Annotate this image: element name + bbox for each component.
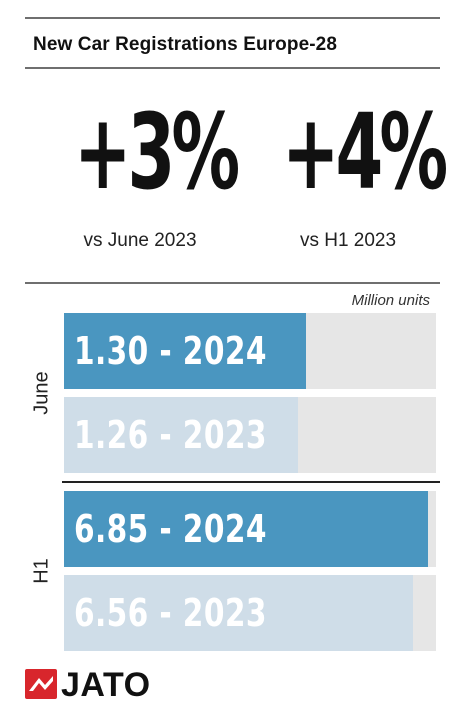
stat-june-label: vs June 2023	[83, 230, 197, 251]
stat-h1-value: +4%	[282, 91, 448, 213]
bar-h1-2024-label: 6.85 - 2024	[74, 507, 267, 551]
bar-h1-2024: 6.85 - 2024	[64, 491, 436, 567]
bar-h1-2023-fill	[64, 575, 413, 651]
unit-label: Million units	[351, 292, 430, 309]
bar-june-2024-label: 1.30 - 2024	[74, 329, 267, 373]
bar-june-2023-label: 1.26 - 2023	[74, 413, 267, 457]
stats-rule	[25, 282, 440, 284]
title-rule	[25, 67, 440, 69]
stat-h1-label: vs H1 2023	[299, 230, 397, 251]
bar-june-2023-fill	[64, 397, 299, 473]
bar-june-2023: 1.26 - 2023	[64, 397, 436, 473]
jato-mark-icon	[25, 669, 57, 699]
bar-h1-2024-fill	[64, 491, 429, 567]
group-label-h1-text: H1	[30, 558, 53, 584]
stat-june: +3% vs June 2023	[40, 92, 240, 252]
top-rule	[25, 17, 440, 19]
bar-h1-2023-label: 6.56 - 2023	[74, 591, 267, 635]
stat-h1: +4% vs H1 2023	[248, 92, 448, 252]
group-label-june-text: June	[30, 371, 53, 415]
stat-june-value: +3%	[74, 91, 240, 213]
bar-june-2024-fill	[64, 313, 306, 389]
chart-title: New Car Registrations Europe-28	[33, 34, 338, 55]
group-divider	[62, 481, 440, 483]
bar-june-2024: 1.30 - 2024	[64, 313, 436, 389]
jato-logo-text: JATO	[61, 666, 151, 704]
bar-h1-2023: 6.56 - 2023	[64, 575, 436, 651]
